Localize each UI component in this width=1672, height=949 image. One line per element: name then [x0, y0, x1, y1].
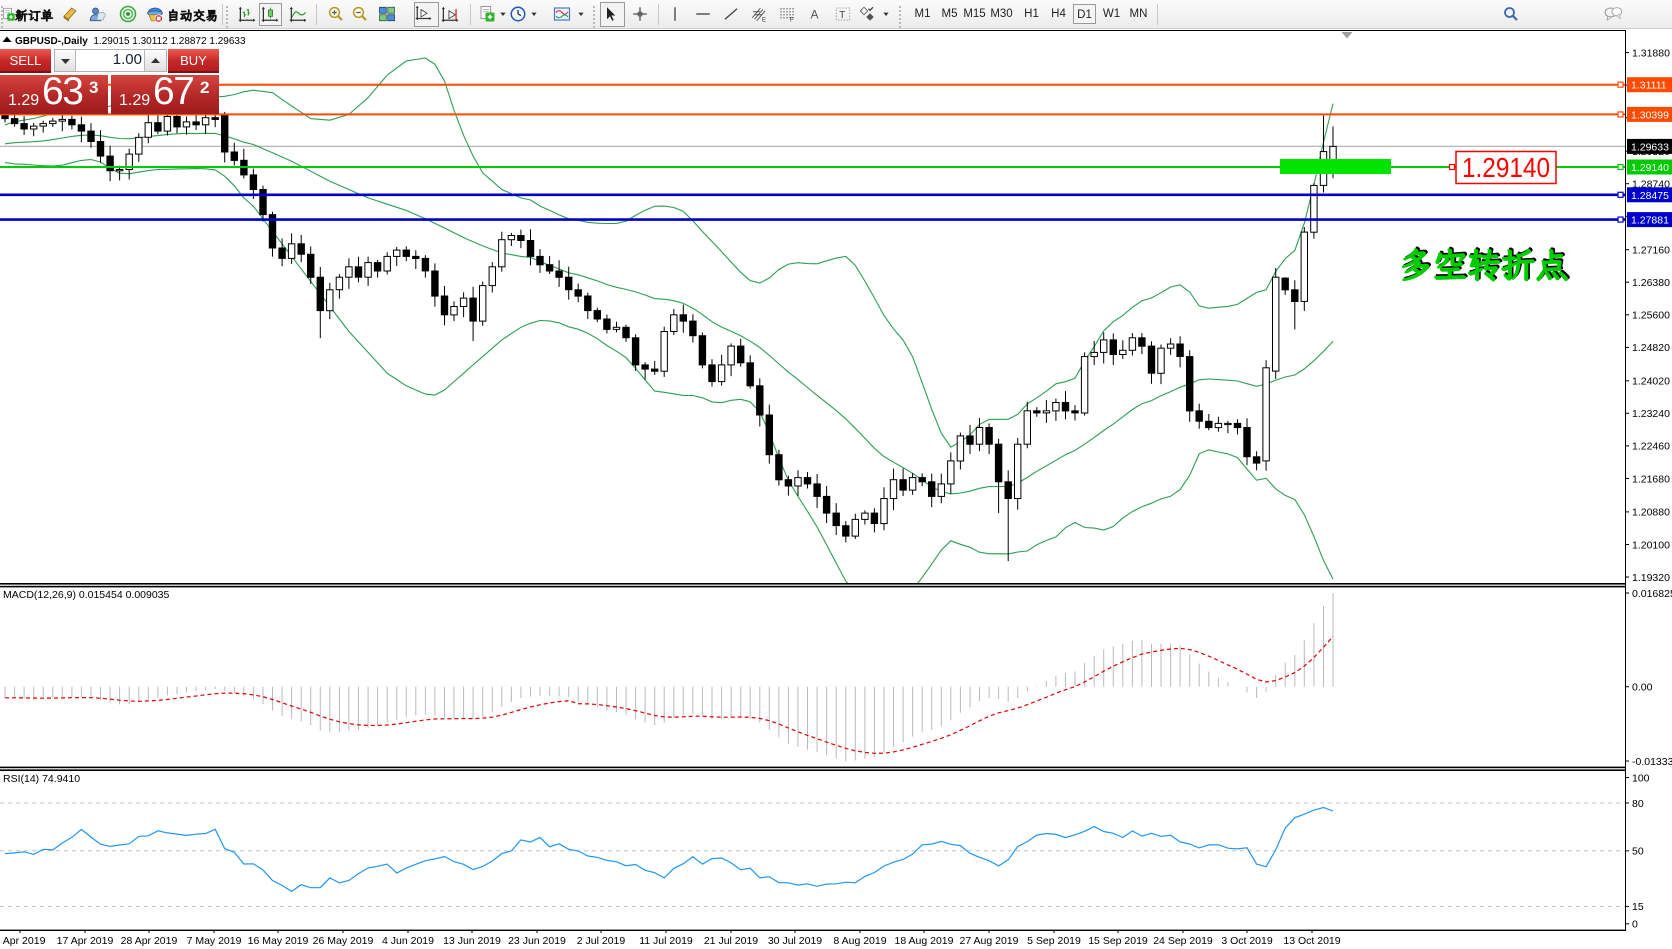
svg-text:4 Jun 2019: 4 Jun 2019 [382, 935, 434, 947]
svg-text:13 Oct 2019: 13 Oct 2019 [1283, 935, 1340, 947]
svg-text:1.27160: 1.27160 [1632, 245, 1670, 257]
svg-text:1.20100: 1.20100 [1632, 539, 1670, 551]
svg-text:1.20880: 1.20880 [1632, 507, 1670, 519]
svg-text:16 May 2019: 16 May 2019 [248, 935, 309, 947]
svg-text:100: 100 [1632, 772, 1650, 784]
svg-text:1.29140: 1.29140 [1462, 152, 1550, 183]
svg-text:MACD(12,26,9) 0.015454 0.00903: MACD(12,26,9) 0.015454 0.009035 [3, 589, 170, 601]
svg-text:13 Jun 2019: 13 Jun 2019 [443, 935, 501, 947]
svg-text:15 Sep 2019: 15 Sep 2019 [1088, 935, 1148, 947]
svg-text:GBPUSD-,Daily 1.29015 1.30112: GBPUSD-,Daily 1.29015 1.30112 1.28872 1.… [15, 36, 246, 47]
svg-text:0: 0 [1632, 919, 1638, 931]
svg-text:1.26380: 1.26380 [1632, 277, 1670, 289]
svg-text:8 Apr 2019: 8 Apr 2019 [0, 935, 46, 947]
svg-text:5 Sep 2019: 5 Sep 2019 [1027, 935, 1081, 947]
svg-text:28 Apr 2019: 28 Apr 2019 [121, 935, 178, 947]
svg-text:1.29140: 1.29140 [1631, 162, 1669, 174]
svg-text:1.28475: 1.28475 [1631, 190, 1669, 202]
svg-text:1.24820: 1.24820 [1632, 342, 1670, 354]
svg-text:0.016825: 0.016825 [1632, 588, 1672, 600]
svg-text:26 May 2019: 26 May 2019 [313, 935, 374, 947]
svg-text:21 Jul 2019: 21 Jul 2019 [704, 935, 758, 947]
svg-text:8 Aug 2019: 8 Aug 2019 [833, 935, 886, 947]
svg-text:1.22460: 1.22460 [1632, 441, 1670, 453]
svg-text:30 Jul 2019: 30 Jul 2019 [768, 935, 822, 947]
svg-text:1.24020: 1.24020 [1632, 376, 1670, 388]
svg-text:1.25600: 1.25600 [1632, 310, 1670, 322]
svg-text:1.31880: 1.31880 [1632, 47, 1670, 59]
svg-text:23 Jun 2019: 23 Jun 2019 [508, 935, 566, 947]
svg-text:15: 15 [1632, 901, 1644, 913]
svg-text:E: E [762, 18, 766, 24]
svg-text:3 Oct 2019: 3 Oct 2019 [1221, 935, 1273, 947]
svg-text:18 Aug 2019: 18 Aug 2019 [895, 935, 954, 947]
svg-text:0.00: 0.00 [1632, 682, 1653, 694]
svg-text:1.23240: 1.23240 [1632, 408, 1670, 420]
svg-text:1.19320: 1.19320 [1632, 572, 1670, 584]
svg-text:1.21680: 1.21680 [1632, 473, 1670, 485]
svg-text:1.29633: 1.29633 [1631, 141, 1669, 153]
svg-text:24 Sep 2019: 24 Sep 2019 [1153, 935, 1213, 947]
svg-text:-0.013332: -0.013332 [1632, 756, 1672, 768]
svg-text:T: T [839, 10, 845, 21]
svg-text:1.27881: 1.27881 [1631, 215, 1669, 227]
svg-text:1.30399: 1.30399 [1631, 109, 1669, 121]
svg-text:7 May 2019: 7 May 2019 [187, 935, 242, 947]
svg-text:A: A [811, 8, 819, 22]
svg-text:F: F [790, 18, 794, 24]
svg-text:17 Apr 2019: 17 Apr 2019 [57, 935, 114, 947]
svg-text:11 Jul 2019: 11 Jul 2019 [639, 935, 693, 947]
svg-text:2 Jul 2019: 2 Jul 2019 [577, 935, 626, 947]
svg-text:RSI(14) 74.9410: RSI(14) 74.9410 [3, 773, 80, 785]
svg-text:50: 50 [1632, 846, 1644, 858]
svg-text:80: 80 [1632, 798, 1644, 810]
svg-text:1.31111: 1.31111 [1631, 80, 1667, 92]
svg-text:27 Aug 2019: 27 Aug 2019 [960, 935, 1019, 947]
